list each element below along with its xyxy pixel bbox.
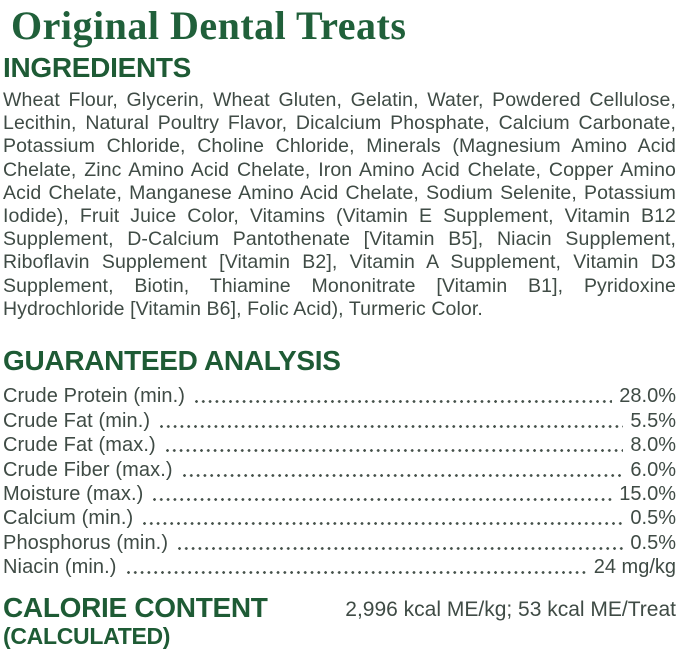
calorie-content-heading-line1: CALORIE CONTENT	[3, 592, 268, 624]
calorie-content-heading-line2: (CALCULATED)	[3, 623, 171, 649]
dental-treats-label: Original Dental Treats INGREDIENTS Wheat…	[3, 0, 676, 649]
analysis-label: Niacin (min.)	[3, 556, 117, 579]
table-row: Crude Fat (min.) 5.5%	[3, 408, 676, 432]
dot-leader	[195, 400, 613, 404]
dot-leader	[182, 473, 624, 477]
analysis-value: 6.0%	[630, 458, 676, 481]
ingredients-section: INGREDIENTS Wheat Flour, Glycerin, Wheat…	[3, 53, 676, 321]
table-row: Phosphorus (min.) 0.5%	[3, 530, 676, 554]
guaranteed-analysis-heading: GUARANTEED ANALYSIS	[3, 345, 341, 377]
analysis-value: 15.0%	[619, 482, 676, 505]
analysis-value: 5.5%	[630, 409, 676, 432]
table-row: Crude Fiber (max.) 6.0%	[3, 457, 676, 481]
analysis-label: Crude Fat (max.)	[3, 434, 156, 457]
analysis-label: Phosphorus (min.)	[3, 531, 169, 554]
analysis-value: 28.0%	[619, 385, 676, 408]
analysis-value: 0.5%	[630, 531, 676, 554]
table-row: Crude Fat (max.) 8.0%	[3, 433, 676, 457]
dot-leader	[143, 522, 624, 526]
dot-leader	[153, 497, 613, 501]
table-row: Crude Protein (min.) 28.0%	[3, 384, 676, 408]
dot-leader	[165, 449, 624, 453]
calorie-content-value: 2,996 kcal ME/kg; 53 kcal ME/Treat	[345, 598, 676, 622]
analysis-label: Calcium (min.)	[3, 507, 134, 530]
analysis-value: 8.0%	[630, 434, 676, 457]
calorie-content-section: CALORIE CONTENT (CALCULATED) 2,996 kcal …	[3, 593, 676, 649]
analysis-label: Crude Protein (min.)	[3, 385, 186, 408]
calorie-content-heading: CALORIE CONTENT (CALCULATED)	[3, 593, 268, 649]
page-title: Original Dental Treats	[11, 3, 407, 48]
ingredients-heading: INGREDIENTS	[3, 52, 192, 83]
guaranteed-analysis-table: Crude Protein (min.) 28.0% Crude Fat (mi…	[3, 384, 676, 579]
dot-leader	[126, 571, 587, 575]
analysis-value: 0.5%	[630, 507, 676, 530]
analysis-value: 24 mg/kg	[593, 556, 676, 579]
table-row: Niacin (min.) 24 mg/kg	[3, 555, 676, 579]
dot-leader	[160, 424, 624, 428]
analysis-label: Crude Fat (min.)	[3, 409, 151, 432]
analysis-label: Moisture (max.)	[3, 482, 144, 505]
ingredients-text: Wheat Flour, Glycerin, Wheat Gluten, Gel…	[3, 89, 676, 320]
table-row: Calcium (min.) 0.5%	[3, 506, 676, 530]
guaranteed-analysis-section: GUARANTEED ANALYSIS Crude Protein (min.)…	[3, 346, 676, 579]
analysis-label: Crude Fiber (max.)	[3, 458, 173, 481]
dot-leader	[178, 546, 624, 550]
table-row: Moisture (max.) 15.0%	[3, 482, 676, 506]
